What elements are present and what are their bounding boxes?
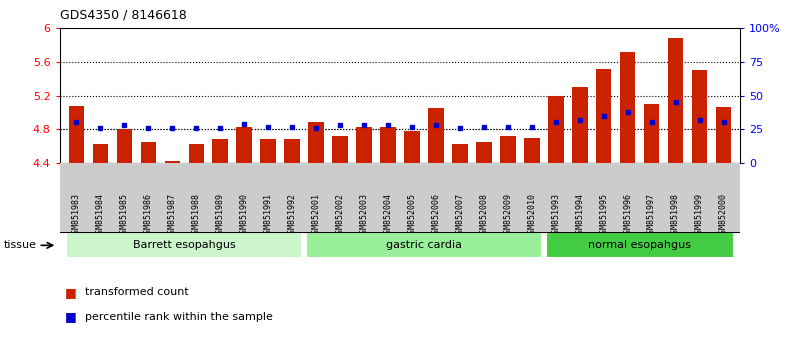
Bar — [545, 232, 734, 258]
Bar — [141, 142, 156, 163]
Bar — [117, 129, 132, 163]
Text: normal esopahgus: normal esopahgus — [588, 240, 691, 250]
Text: GDS4350 / 8146618: GDS4350 / 8146618 — [60, 9, 186, 22]
Bar — [68, 105, 84, 163]
Bar — [476, 142, 492, 163]
Bar — [716, 107, 732, 163]
Bar — [428, 108, 443, 163]
Bar — [165, 161, 180, 163]
Bar — [236, 127, 252, 163]
Bar — [66, 232, 302, 258]
Text: percentile rank within the sample: percentile rank within the sample — [85, 312, 273, 322]
Bar — [548, 96, 564, 163]
Bar — [500, 136, 516, 163]
Bar — [596, 69, 611, 163]
Bar — [213, 139, 228, 163]
Bar — [308, 122, 324, 163]
Bar — [692, 70, 708, 163]
Text: gastric cardia: gastric cardia — [386, 240, 462, 250]
Text: ■: ■ — [65, 286, 77, 298]
Text: ■: ■ — [65, 310, 77, 323]
Bar — [668, 39, 683, 163]
Bar — [92, 143, 108, 163]
Bar — [357, 127, 372, 163]
Bar — [524, 138, 540, 163]
Bar — [644, 104, 659, 163]
Bar — [404, 131, 419, 163]
Bar — [306, 232, 542, 258]
Bar — [260, 139, 276, 163]
Bar — [284, 139, 300, 163]
Bar — [189, 143, 204, 163]
Bar — [380, 127, 396, 163]
Bar — [332, 136, 348, 163]
Bar — [572, 87, 587, 163]
Bar — [620, 52, 635, 163]
Bar — [452, 143, 468, 163]
Text: Barrett esopahgus: Barrett esopahgus — [133, 240, 236, 250]
Text: tissue: tissue — [4, 240, 37, 250]
Text: transformed count: transformed count — [85, 287, 189, 297]
